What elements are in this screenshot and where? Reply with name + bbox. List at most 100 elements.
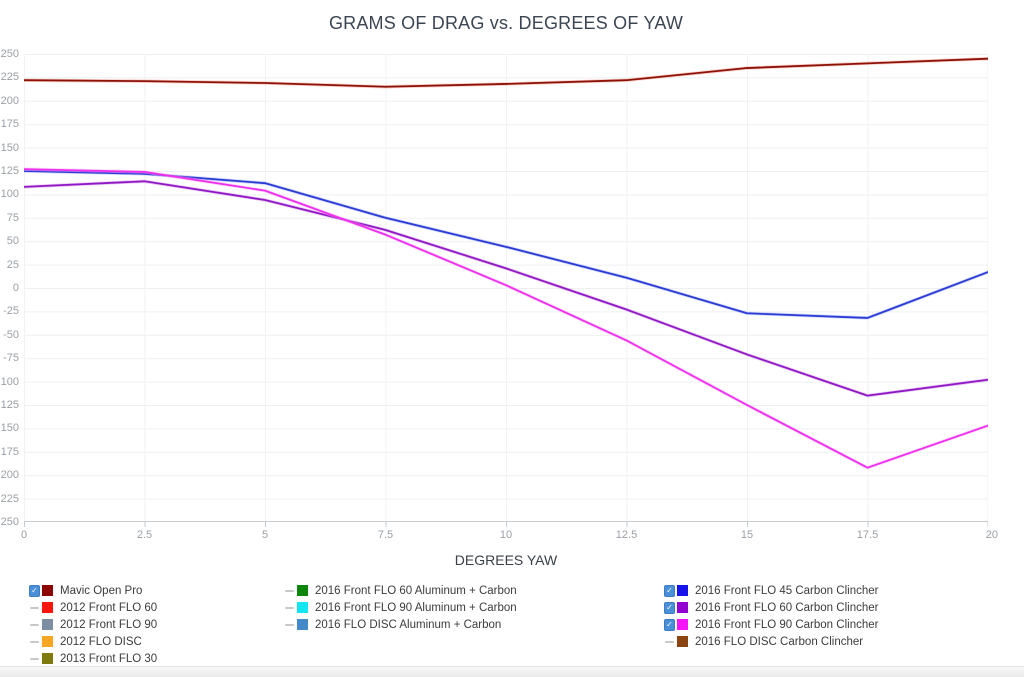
y-tick-label: -50 — [3, 328, 19, 341]
legend-control[interactable]: ✓ — [664, 584, 675, 597]
drag-vs-yaw-line-chart — [22, 54, 990, 527]
legend-color-swatch — [42, 585, 53, 596]
legend-checkbox-checked[interactable]: ✓ — [664, 618, 675, 631]
x-tick-label: 15 — [740, 529, 754, 541]
y-tick-label: 225 — [0, 492, 19, 505]
x-axis-title: DEGREES YAW — [454, 552, 558, 568]
legend-control[interactable]: ✓ — [29, 584, 40, 597]
y-tick-label: 175 — [0, 118, 19, 131]
check-icon: ✓ — [666, 602, 673, 612]
legend-item-2012-front-flo-90[interactable]: 2012 Front FLO 90 — [29, 616, 157, 633]
legend-color-swatch — [297, 619, 308, 630]
legend-control[interactable] — [29, 602, 40, 613]
legend-label: 2016 Front FLO 45 Carbon Clincher — [695, 584, 879, 597]
y-tick-label: 125 — [0, 399, 19, 411]
legend-color-swatch — [42, 619, 53, 630]
series-line-2016-front-flo-45-carbon-clincher — [23, 170, 989, 319]
legend-control[interactable] — [284, 585, 295, 596]
legend-control[interactable]: ✓ — [664, 601, 675, 614]
legend-item-2016-front-flo-90-carbon-clincher[interactable]: ✓ 2016 Front FLO 90 Carbon Clincher — [664, 616, 878, 633]
legend-dash-icon — [30, 606, 39, 609]
legend-color-swatch — [677, 619, 688, 630]
legend-label: 2012 Front FLO 60 — [60, 601, 158, 614]
x-tick-label: 2.5 — [136, 529, 153, 541]
x-tick-label: 7.5 — [377, 529, 394, 541]
y-tick-label: -25 — [3, 305, 19, 318]
y-tick-label: 125 — [0, 165, 19, 177]
legend-label: 2016 FLO DISC Aluminum + Carbon — [315, 618, 502, 631]
y-tick-label: 150 — [0, 422, 19, 435]
legend-item-2012-front-flo-60[interactable]: 2012 Front FLO 60 — [29, 599, 157, 616]
y-tick-label: 100 — [0, 188, 19, 201]
legend-item-2016-flo-disc-aluminum-carbon[interactable]: 2016 FLO DISC Aluminum + Carbon — [284, 616, 517, 633]
legend-column-2: 2016 Front FLO 60 Aluminum + Carbon 2016 … — [284, 582, 517, 633]
y-tick-label: 150 — [0, 141, 19, 154]
legend-checkbox-checked[interactable]: ✓ — [664, 584, 675, 597]
x-tick-label: 12.5 — [615, 529, 638, 541]
legend-color-swatch — [42, 653, 53, 664]
legend-dash-icon — [285, 589, 294, 592]
legend-dash-icon — [285, 623, 294, 626]
y-tick-label: 250 — [0, 48, 19, 60]
y-tick-label: 225 — [0, 71, 19, 84]
y-axis-labels: 250 225 200 175 150 125 100 75 50 25 0 -25 -50 -75 100… — [0, 48, 20, 528]
x-tick-label: 17.5 — [856, 529, 879, 541]
legend-color-swatch — [677, 602, 688, 613]
series-line-2016-front-flo-60-carbon-clincher — [23, 180, 989, 397]
legend-item-2016-front-flo-90-aluminum-carbon[interactable]: 2016 Front FLO 90 Aluminum + Carbon — [284, 599, 517, 616]
legend-color-swatch — [677, 636, 688, 647]
legend-control[interactable]: ✓ — [664, 618, 675, 631]
x-tick-label: 0 — [20, 529, 28, 541]
legend-label: 2016 FLO DISC Carbon Clincher — [695, 635, 864, 648]
x-tick-label: 10 — [499, 529, 513, 541]
legend-column-1: ✓ Mavic Open Pro 2012 Front FLO 60 2012 Fro… — [29, 582, 157, 667]
legend-label: 2012 Front FLO 90 — [60, 618, 158, 631]
legend-checkbox-checked[interactable]: ✓ — [664, 601, 675, 614]
check-icon: ✓ — [666, 619, 673, 629]
x-tick-label: 20 — [985, 529, 999, 541]
legend-control[interactable] — [284, 619, 295, 630]
legend-column-3: ✓ 2016 Front FLO 45 Carbon Clincher ✓ 2016 … — [664, 582, 878, 650]
legend-checkbox-checked[interactable]: ✓ — [29, 584, 40, 597]
y-tick-label: 200 — [0, 94, 19, 107]
legend-item-2012-flo-disc[interactable]: 2012 FLO DISC — [29, 633, 157, 650]
legend-color-swatch — [42, 636, 53, 647]
window-bottom-edge — [0, 666, 1024, 677]
chart-legend: ✓ Mavic Open Pro 2012 Front FLO 60 2012 Fro… — [0, 582, 1024, 668]
legend-label: 2016 Front FLO 90 Carbon Clincher — [695, 618, 879, 631]
series-line-2016-front-flo-90-carbon-clincher — [23, 168, 989, 469]
legend-item-mavic-open-pro[interactable]: ✓ Mavic Open Pro — [29, 582, 157, 599]
legend-item-2016-flo-disc-carbon-clincher[interactable]: 2016 FLO DISC Carbon Clincher — [664, 633, 878, 650]
legend-dash-icon — [30, 640, 39, 643]
legend-label: Mavic Open Pro — [60, 584, 143, 597]
legend-item-2016-front-flo-60-aluminum-carbon[interactable]: 2016 Front FLO 60 Aluminum + Carbon — [284, 582, 517, 599]
legend-control[interactable] — [29, 619, 40, 630]
legend-item-2013-front-flo-30[interactable]: 2013 Front FLO 30 — [29, 650, 157, 667]
y-tick-label: 25 — [6, 258, 19, 271]
plot-area — [22, 54, 990, 528]
legend-color-swatch — [42, 602, 53, 613]
legend-item-2016-front-flo-45-carbon-clincher[interactable]: ✓ 2016 Front FLO 45 Carbon Clincher — [664, 582, 878, 599]
legend-control[interactable] — [29, 636, 40, 647]
legend-control[interactable] — [664, 636, 675, 647]
legend-color-swatch — [297, 602, 308, 613]
legend-color-swatch — [677, 585, 688, 596]
legend-label: 2016 Front FLO 90 Aluminum + Carbon — [315, 601, 517, 614]
legend-label: 2016 Front FLO 60 Aluminum + Carbon — [315, 584, 517, 597]
y-tick-label: 0 — [12, 282, 19, 294]
y-tick-label: 200 — [0, 469, 19, 482]
y-tick-label: -75 — [3, 352, 19, 365]
chart-title: GRAMS OF DRAG vs. DEGREES OF YAW — [328, 13, 684, 33]
series-line-mavic-open-pro — [23, 57, 989, 88]
y-tick-label: 250 — [0, 516, 19, 528]
legend-label: 2013 Front FLO 30 — [60, 652, 158, 665]
check-icon: ✓ — [31, 585, 38, 595]
legend-dash-icon — [285, 606, 294, 609]
legend-control[interactable] — [29, 653, 40, 664]
y-tick-label: 50 — [6, 235, 19, 248]
legend-color-swatch — [297, 585, 308, 596]
legend-item-2016-front-flo-60-carbon-clincher[interactable]: ✓ 2016 Front FLO 60 Carbon Clincher — [664, 599, 878, 616]
legend-label: 2012 FLO DISC — [60, 635, 142, 648]
legend-control[interactable] — [284, 602, 295, 613]
